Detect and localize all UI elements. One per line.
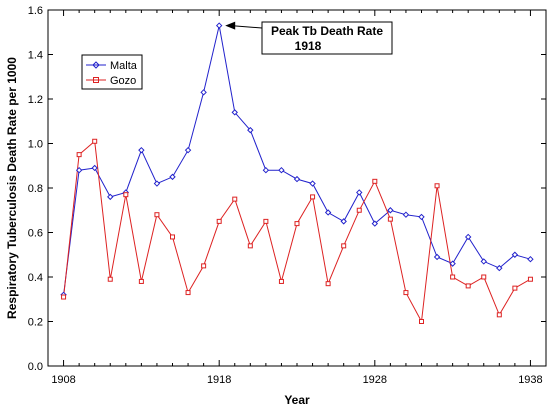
data-point-malta — [402, 211, 410, 218]
data-point-malta — [138, 146, 145, 154]
y-axis-ticks: 0.0 0.2 0.4 0.6 0.8 1.0 1.2 1.4 1.6 — [28, 5, 546, 373]
data-point-gozo — [434, 183, 440, 189]
data-point-malta — [324, 209, 332, 216]
legend-item-malta: Malta — [86, 60, 138, 72]
data-point-gozo — [450, 274, 456, 280]
data-point-gozo — [170, 234, 175, 240]
data-point-gozo — [387, 216, 393, 222]
data-point-gozo — [325, 281, 331, 287]
data-point-malta — [340, 218, 347, 225]
data-point-gozo — [123, 192, 129, 198]
data-point-malta — [496, 264, 503, 272]
annotation-arrowhead — [225, 21, 236, 30]
data-point-malta — [231, 109, 238, 116]
data-point-malta — [107, 193, 114, 201]
data-point-gozo — [496, 312, 502, 318]
data-point-malta — [153, 180, 161, 187]
data-point-gozo — [310, 194, 316, 200]
data-point-gozo — [92, 138, 98, 144]
data-point-gozo — [403, 290, 409, 296]
data-point-gozo — [263, 218, 269, 224]
y-tick-label: 1.0 — [28, 139, 43, 151]
series-line-gozo — [63, 140, 531, 324]
x-axis-ticks: 1908 1918 1928 1938 — [47, 10, 547, 386]
x-tick-label: 1938 — [518, 374, 542, 386]
legend-label-gozo: Gozo — [110, 75, 136, 87]
data-point-malta — [527, 255, 534, 263]
data-point-malta — [387, 207, 394, 214]
data-point-malta — [91, 164, 98, 172]
data-point-gozo — [527, 276, 533, 282]
data-point-malta — [371, 220, 379, 227]
y-tick-label: 0.0 — [28, 361, 43, 373]
y-tick-label: 0.8 — [28, 183, 43, 195]
legend-item-gozo: Gozo — [86, 75, 136, 87]
data-point-gozo — [61, 294, 67, 300]
data-point-malta — [278, 166, 285, 174]
data-point-gozo — [465, 283, 471, 289]
annotation: Peak Tb Death Rate 1918 — [225, 21, 393, 55]
data-point-gozo — [201, 263, 207, 269]
legend-box — [81, 54, 143, 90]
data-point-malta — [418, 213, 425, 221]
data-point-gozo — [107, 276, 113, 282]
annotation-arrow — [231, 25, 263, 29]
annotation-box — [261, 21, 393, 55]
data-point-malta — [247, 126, 254, 134]
data-point-malta — [169, 173, 176, 181]
x-tick-label: 1918 — [207, 374, 231, 386]
data-point-gozo — [512, 285, 518, 291]
data-point-malta — [200, 89, 207, 96]
legend: Malta Gozo — [81, 54, 143, 90]
y-tick-label: 0.6 — [28, 228, 43, 240]
y-tick-label: 1.4 — [28, 50, 43, 62]
data-point-gozo — [76, 152, 82, 158]
data-point-malta — [480, 258, 487, 265]
y-tick-label: 1.2 — [28, 94, 43, 106]
data-point-malta — [511, 251, 519, 258]
data-point-malta — [293, 175, 301, 183]
y-axis-title: Respiratory Tuberculosis Death Rate per … — [5, 57, 19, 319]
data-point-malta — [184, 146, 192, 154]
data-point-malta — [433, 253, 441, 261]
data-point-malta — [75, 166, 83, 174]
data-point-malta — [464, 233, 472, 241]
data-point-malta — [309, 180, 316, 187]
data-point-gozo — [232, 196, 238, 202]
data-point-gozo — [278, 278, 284, 284]
y-tick-label: 0.2 — [28, 317, 43, 329]
legend-label-malta: Malta — [110, 60, 138, 72]
series-points — [60, 22, 534, 324]
y-tick-label: 0.4 — [28, 272, 43, 284]
data-point-gozo — [185, 290, 191, 296]
data-point-malta — [262, 166, 270, 174]
data-point-gozo — [372, 178, 378, 184]
legend-marker-gozo — [93, 77, 99, 83]
data-point-gozo — [216, 218, 222, 224]
x-axis-title: Year — [284, 393, 310, 407]
data-point-gozo — [419, 319, 424, 324]
x-tick-label: 1928 — [363, 374, 387, 386]
data-point-malta — [215, 22, 223, 29]
data-point-malta — [356, 189, 363, 196]
annotation-line1: Peak Tb Death Rate — [271, 24, 383, 38]
data-point-gozo — [341, 243, 347, 249]
x-tick-label: 1908 — [51, 374, 75, 386]
annotation-line2: 1918 — [295, 39, 322, 53]
data-point-malta — [449, 260, 456, 267]
legend-marker-malta — [92, 61, 100, 69]
data-point-gozo — [154, 212, 160, 218]
data-point-gozo — [247, 243, 253, 249]
data-point-gozo — [356, 207, 362, 213]
y-tick-label: 1.6 — [28, 5, 43, 17]
data-point-gozo — [481, 274, 487, 280]
data-point-gozo — [294, 221, 300, 227]
data-point-gozo — [138, 278, 144, 284]
